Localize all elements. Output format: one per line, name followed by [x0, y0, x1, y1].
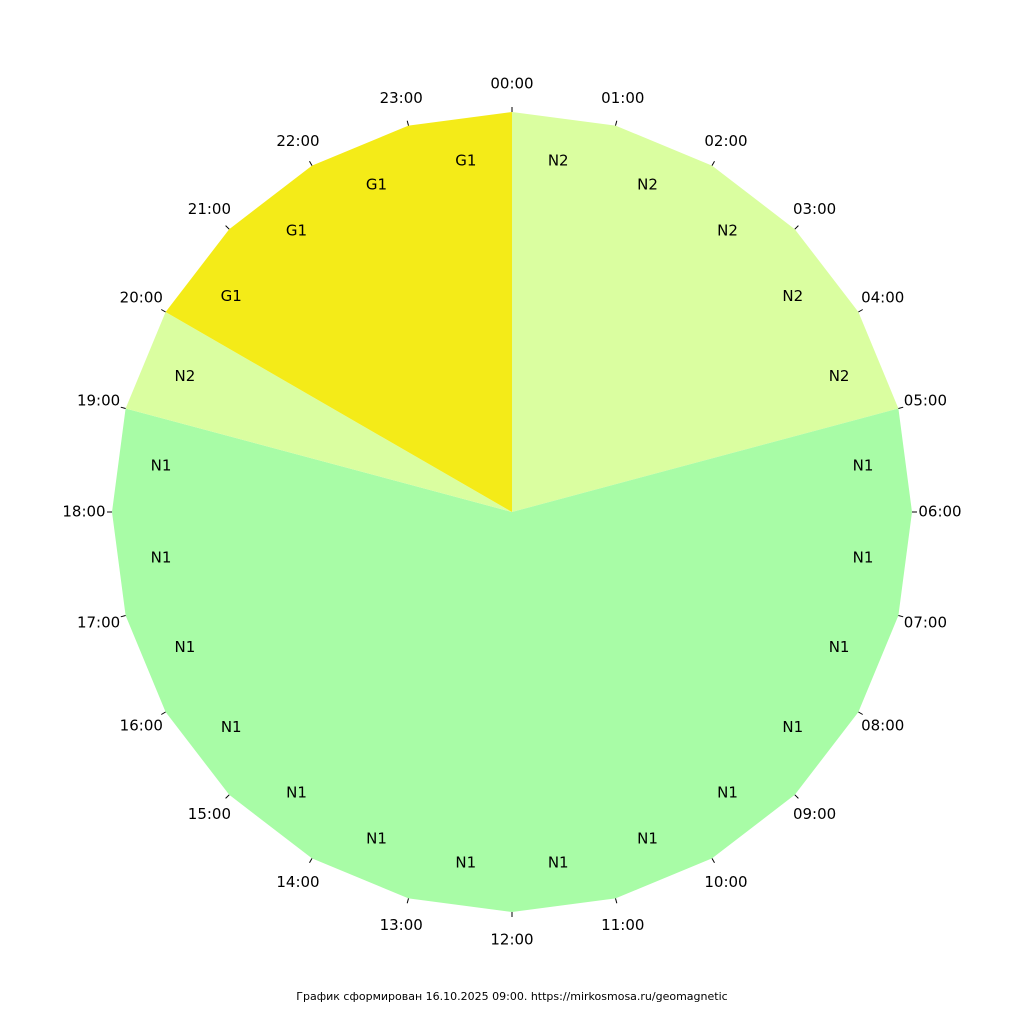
level-label: N1	[829, 638, 850, 656]
hour-label: 08:00	[861, 717, 904, 735]
level-label: N2	[782, 287, 803, 305]
hour-tick	[898, 615, 904, 618]
hour-labels-group: 00:00 01:00 02:00 03:00 04:00 05:00 06:00 07:00…	[62, 75, 961, 949]
hour-tick	[711, 858, 715, 863]
level-label: N1	[175, 638, 196, 656]
level-label: N2	[548, 152, 569, 170]
hour-label: 02:00	[704, 132, 747, 150]
sector-n2-1900	[125, 312, 512, 512]
hour-tick	[858, 309, 863, 313]
hour-label: 22:00	[276, 132, 319, 150]
hour-tick	[120, 406, 126, 409]
hour-label: 13:00	[380, 916, 423, 934]
hour-tick	[794, 225, 799, 230]
hour-label: 05:00	[904, 392, 947, 410]
hour-label: 11:00	[601, 916, 644, 934]
hour-label: 15:00	[188, 805, 231, 823]
level-label: N2	[175, 367, 196, 385]
hour-label: 06:00	[918, 503, 961, 521]
level-label: N1	[853, 456, 874, 474]
level-label: N1	[548, 854, 569, 872]
hour-tick	[225, 225, 230, 230]
hour-label: 18:00	[62, 503, 105, 521]
hour-tick	[615, 120, 618, 126]
level-label: N1	[286, 783, 307, 801]
level-label: N1	[151, 549, 172, 567]
level-label: N2	[829, 367, 850, 385]
sector-n1-0500	[112, 408, 912, 912]
hour-label: 14:00	[276, 873, 319, 891]
hour-tick	[225, 794, 230, 799]
hour-label: 12:00	[490, 931, 533, 949]
hour-label: 07:00	[904, 613, 947, 631]
hour-tick	[858, 711, 863, 715]
hour-tick	[794, 794, 799, 799]
hour-tick	[406, 120, 409, 126]
hour-label: 09:00	[793, 805, 836, 823]
level-label: G1	[286, 222, 307, 240]
hour-label: 10:00	[704, 873, 747, 891]
level-label: N2	[717, 222, 738, 240]
level-labels-group: N2 N2 N2 N2 N2 N1 N1 N1 N1 N1 N1 N1 N1 N1 N1 N1 N1 N1 N1 N2…	[151, 152, 874, 872]
level-label: N1	[221, 718, 242, 736]
hour-label: 19:00	[77, 392, 120, 410]
level-label: N1	[455, 854, 476, 872]
hour-tick	[406, 898, 409, 904]
hour-tick	[120, 615, 126, 618]
hour-tick	[309, 858, 313, 863]
level-label: N2	[637, 175, 658, 193]
hour-label: 00:00	[490, 75, 533, 93]
hour-label: 17:00	[77, 613, 120, 631]
hour-label: 16:00	[120, 717, 163, 735]
hour-label: 03:00	[793, 200, 836, 218]
sectors-group	[112, 112, 912, 912]
level-label: G1	[366, 175, 387, 193]
hour-label: 21:00	[188, 200, 231, 218]
hour-tick	[161, 711, 166, 715]
level-label: N1	[151, 456, 172, 474]
hour-label: 04:00	[861, 289, 904, 307]
sector-n2-0000	[512, 112, 899, 512]
hour-tick	[898, 406, 904, 409]
level-label: N1	[782, 718, 803, 736]
ticks-group	[107, 107, 917, 917]
hour-tick	[309, 161, 313, 166]
hour-tick	[711, 161, 715, 166]
hour-tick	[161, 309, 166, 313]
chart-footer: График сформирован 16.10.2025 09:00. htt…	[296, 990, 728, 1003]
level-label: G1	[455, 152, 476, 170]
level-label: N1	[717, 783, 738, 801]
hour-label: 20:00	[120, 289, 163, 307]
hour-label: 01:00	[601, 89, 644, 107]
level-label: N1	[366, 830, 387, 848]
level-label: N1	[637, 830, 658, 848]
hour-tick	[615, 898, 618, 904]
level-label: G1	[221, 287, 242, 305]
sector-g1-2000	[165, 112, 512, 512]
level-label: N1	[853, 549, 874, 567]
hour-label: 23:00	[380, 89, 423, 107]
